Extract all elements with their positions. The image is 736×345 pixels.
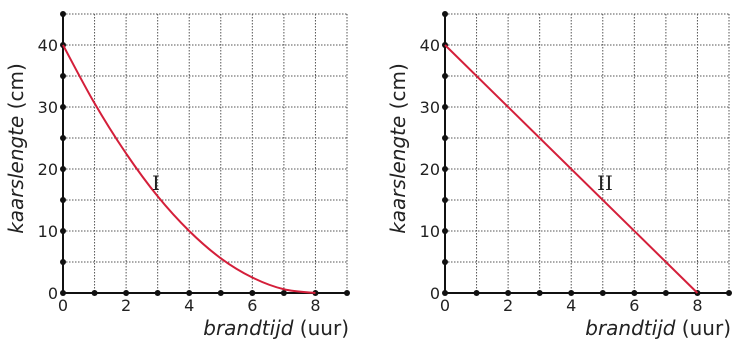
- y-tick-label: 30: [420, 98, 440, 117]
- x-tick-label: 2: [121, 296, 131, 315]
- x-axis-dot: [154, 290, 161, 296]
- y-axis-dot: [60, 197, 66, 203]
- x-axis-dot: [442, 290, 448, 296]
- chart-panel-2: 0 2 4 6 8 0 10 20 30 40 brandtijd (uur) kaarslengte…: [386, 11, 732, 340]
- x-axis-dot: [662, 290, 669, 296]
- x-axis-dot: [217, 290, 224, 296]
- y-tick-label: 10: [38, 222, 58, 241]
- x-tick-label: 2: [503, 296, 513, 315]
- x-tick-label: 6: [629, 296, 639, 315]
- y-axis-title: kaarslengte (cm): [4, 63, 28, 234]
- x-axis-dot: [473, 290, 480, 296]
- x-axis-dot: [536, 290, 543, 296]
- x-axis-dot: [344, 290, 350, 296]
- y-axis-title: kaarslengte (cm): [386, 63, 410, 234]
- x-tick-label: 4: [184, 296, 194, 315]
- x-axis-dot: [726, 290, 732, 296]
- y-axis-dot: [60, 135, 66, 141]
- x-axis-dot: [631, 290, 638, 296]
- series-line-1: [444, 44, 699, 294]
- y-tick-label: 40: [420, 36, 440, 55]
- x-axis-dot: [505, 290, 512, 296]
- y-axis-dot: [60, 166, 66, 172]
- y-axis-dot: [60, 104, 66, 110]
- x-axis-dot: [249, 290, 256, 296]
- x-tick-label: 0: [440, 296, 450, 315]
- y-axis-dot: [442, 166, 448, 172]
- x-axis-dot: [186, 290, 193, 296]
- x-axis-dot: [280, 290, 287, 296]
- series-line-1: [62, 44, 316, 294]
- y-axis-dot: [442, 73, 448, 79]
- y-tick-label: 10: [420, 222, 440, 241]
- x-tick-label: 6: [247, 296, 257, 315]
- x-axis-dot: [599, 290, 606, 296]
- y-axis-dot: [60, 228, 66, 234]
- x-axis-dot: [568, 290, 575, 296]
- x-tick-label: 0: [58, 296, 68, 315]
- y-tick-label: 0: [48, 284, 58, 303]
- y-axis-dot: [60, 259, 66, 265]
- x-tick-label: 4: [566, 296, 576, 315]
- x-axis-dot: [123, 290, 130, 296]
- y-tick-label: 30: [38, 98, 58, 117]
- x-axis-dot: [91, 290, 98, 296]
- chart-label: II: [597, 171, 613, 195]
- chart-label: I: [152, 171, 160, 195]
- chart-panel-1: 0 2 4 6 8 0 10 20 30 40 brandtijd (uur) kaarslengte…: [4, 11, 350, 340]
- y-axis-dot: [442, 11, 448, 17]
- x-tick-label: 8: [692, 296, 702, 315]
- y-tick-label: 20: [38, 160, 58, 179]
- y-tick-label: 40: [38, 36, 58, 55]
- y-axis-dot: [60, 11, 66, 17]
- y-axis-dot: [442, 228, 448, 234]
- y-axis-dot: [442, 135, 448, 141]
- y-tick-label: 0: [430, 284, 440, 303]
- y-axis-dot: [442, 197, 448, 203]
- y-tick-label: 20: [420, 160, 440, 179]
- y-axis-dot: [442, 259, 448, 265]
- y-axis-dot: [442, 104, 448, 110]
- x-tick-label: 8: [310, 296, 320, 315]
- x-axis-dot: [60, 290, 66, 296]
- y-axis-dot: [60, 73, 66, 79]
- x-axis-title: brandtijd (uur): [203, 316, 349, 340]
- x-axis-title: brandtijd (uur): [585, 316, 731, 340]
